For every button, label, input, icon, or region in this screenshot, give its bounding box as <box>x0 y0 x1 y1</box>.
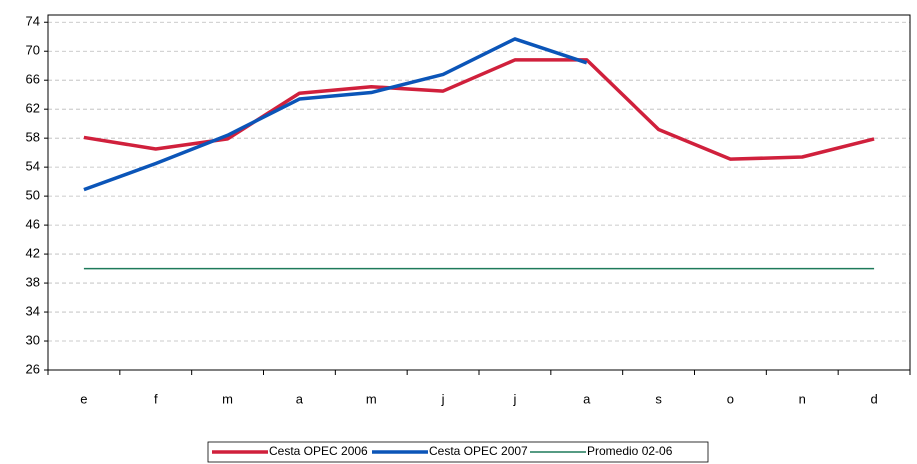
x-tick-label: m <box>366 391 377 406</box>
x-tick-label: f <box>154 391 158 406</box>
x-tick-label: d <box>870 391 877 406</box>
legend-text: Promedio 02-06 <box>587 444 673 458</box>
legend-text: Cesta OPEC 2006 <box>269 444 368 458</box>
y-tick-label: 62 <box>26 101 40 116</box>
x-tick-label: e <box>80 391 87 406</box>
plot-border <box>47 14 911 371</box>
x-tick-label: n <box>799 391 806 406</box>
y-tick-label: 42 <box>26 246 40 261</box>
x-tick-label: s <box>655 391 662 406</box>
series-line <box>83 37 588 192</box>
y-tick-label: 30 <box>26 332 40 347</box>
y-tick-label: 54 <box>26 159 40 174</box>
y-tick-label: 26 <box>26 361 40 376</box>
y-tick-label: 34 <box>26 303 40 318</box>
x-tick-label: m <box>222 391 233 406</box>
x-tick-label: o <box>727 391 734 406</box>
x-tick-label: j <box>441 391 445 406</box>
x-tick-label: a <box>296 391 304 406</box>
y-tick-label: 74 <box>26 14 40 29</box>
y-tick-label: 58 <box>26 130 40 145</box>
y-tick-label: 50 <box>26 188 40 203</box>
x-tick-label: a <box>583 391 591 406</box>
x-tick-label: j <box>512 391 516 406</box>
y-tick-label: 66 <box>26 72 40 87</box>
y-tick-label: 38 <box>26 274 40 289</box>
legend-box <box>207 441 709 463</box>
legend-text: Cesta OPEC 2007 <box>429 444 528 458</box>
y-tick-label: 46 <box>26 217 40 232</box>
y-tick-label: 70 <box>26 43 40 58</box>
